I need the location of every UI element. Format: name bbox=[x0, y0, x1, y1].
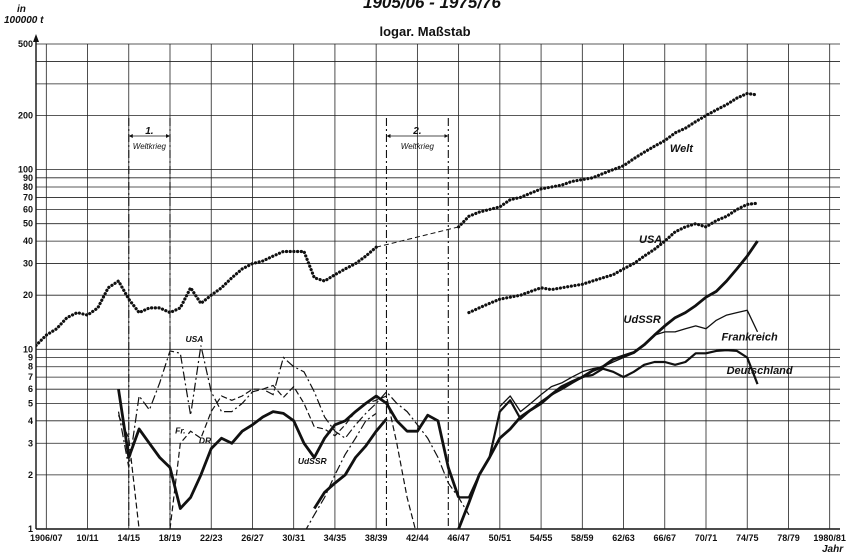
x-tick-label: 30/31 bbox=[282, 533, 305, 543]
y-tick-label: 30 bbox=[23, 259, 33, 269]
x-tick-label: 50/51 bbox=[489, 533, 512, 543]
chart-subtitle: logar. Maßstab bbox=[379, 24, 470, 39]
x-tick-label: 62/63 bbox=[612, 533, 635, 543]
y-tick-label: 3 bbox=[28, 438, 33, 448]
y-tick-label: 20 bbox=[23, 290, 33, 300]
x-tick-label: 18/19 bbox=[159, 533, 182, 543]
chart-title: 1905/06 - 1975/76 bbox=[363, 0, 502, 12]
series-line-udssr_early_dash bbox=[305, 412, 377, 529]
y-tick-label: 80 bbox=[23, 182, 33, 192]
war-number: 2. bbox=[412, 126, 421, 137]
war-number: 1. bbox=[145, 126, 153, 137]
y-tick-label: 9 bbox=[28, 353, 33, 363]
x-tick-label: 10/11 bbox=[77, 533, 99, 543]
y-unit-line2: 100000 t bbox=[4, 15, 44, 26]
series-line-frankreich bbox=[499, 309, 759, 413]
y-tick-label: 90 bbox=[23, 173, 33, 183]
x-tick-label: 70/71 bbox=[695, 533, 718, 543]
y-tick-label: 5 bbox=[28, 398, 33, 408]
war-label: Weltkrieg bbox=[133, 142, 167, 151]
series-line-welt bbox=[36, 245, 378, 348]
y-axis-arrow bbox=[33, 34, 39, 42]
x-tick-label: 78/79 bbox=[777, 533, 800, 543]
x-tick-label: 34/35 bbox=[324, 533, 347, 543]
y-tick-label: 10 bbox=[23, 344, 33, 354]
series-gap-connector bbox=[376, 226, 459, 248]
y-tick-label: 70 bbox=[23, 192, 33, 202]
series-label-udssr_early: UdSSR bbox=[298, 456, 328, 466]
x-tick-label: 38/39 bbox=[365, 533, 388, 543]
y-tick-label: 6 bbox=[28, 384, 33, 394]
x-tick-label: 26/27 bbox=[241, 533, 264, 543]
x-tick-label: 54/55 bbox=[530, 533, 553, 543]
y-tick-label: 1 bbox=[28, 524, 33, 534]
series-label-dr: DR bbox=[199, 435, 212, 445]
series-line-udssr bbox=[457, 240, 759, 529]
y-tick-label: 50 bbox=[23, 219, 33, 229]
series-label-fr: Fr. bbox=[175, 425, 185, 435]
x-tick-label: 22/23 bbox=[200, 533, 223, 543]
war-periods: 1. Weltkrieg 2. Weltkrieg bbox=[128, 118, 449, 529]
series-line-dr bbox=[117, 388, 460, 510]
series-label-deutschland: Deutschland bbox=[727, 365, 793, 377]
y-tick-label: 8 bbox=[28, 362, 33, 372]
x-tick-label: 58/59 bbox=[571, 533, 594, 543]
x-tick-label: 1906/07 bbox=[30, 533, 63, 543]
series-line-deutschland bbox=[458, 349, 759, 499]
y-tick-label: 7 bbox=[28, 372, 33, 382]
y-tick-label: 2 bbox=[28, 470, 33, 480]
y-unit-line1: in bbox=[17, 4, 26, 15]
y-tick-label: 40 bbox=[23, 236, 33, 246]
series-label-usa_early: USA bbox=[185, 334, 203, 344]
series-line-usa bbox=[467, 201, 760, 315]
y-tick-label: 4 bbox=[28, 416, 33, 426]
series-label-frankreich: Frankreich bbox=[721, 331, 778, 343]
x-axis-label: Jahr bbox=[822, 544, 844, 555]
y-tick-label: 60 bbox=[23, 204, 33, 214]
series-lines bbox=[36, 91, 760, 529]
series-line-udssr_early bbox=[313, 418, 388, 510]
x-tick-label: 42/44 bbox=[406, 533, 429, 543]
x-tick-label: 74/75 bbox=[736, 533, 759, 543]
y-tick-label: 200 bbox=[18, 111, 33, 121]
x-tick-label: 1980/81 bbox=[813, 533, 846, 543]
x-tick-label: 46/47 bbox=[447, 533, 470, 543]
series-label-udssr: UdSSR bbox=[624, 314, 661, 326]
series-label-welt: Welt bbox=[670, 143, 694, 155]
x-tick-label: 14/15 bbox=[118, 533, 141, 543]
war-label: Weltkrieg bbox=[401, 142, 435, 151]
series-labels: Welt USA UdSSR Frankreich Deutschland USA Fr. D… bbox=[175, 143, 793, 466]
x-tick-label: 66/67 bbox=[654, 533, 677, 543]
y-tick-label: 500 bbox=[18, 39, 33, 49]
y-tick-label: 100 bbox=[18, 165, 33, 175]
series-line-welt bbox=[457, 91, 760, 229]
series-label-usa: USA bbox=[639, 234, 662, 246]
